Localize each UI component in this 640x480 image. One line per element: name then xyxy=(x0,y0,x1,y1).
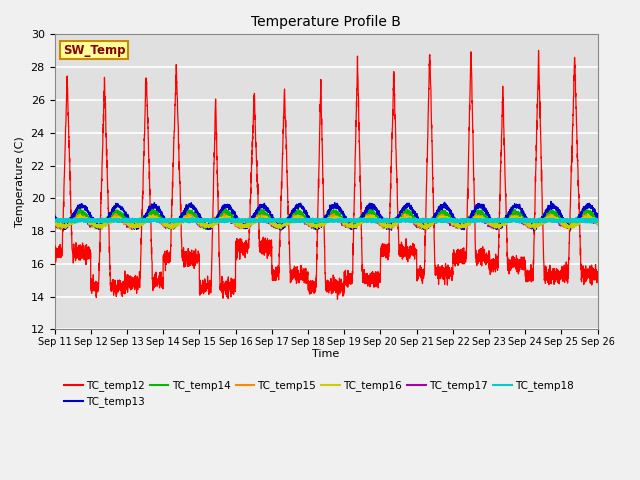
TC_temp15 xyxy=(593,221,601,227)
Line: TC_temp18: TC_temp18 xyxy=(54,218,598,223)
TC_temp12 xyxy=(448,271,456,276)
TC_temp15 xyxy=(148,213,156,219)
TC_temp18 xyxy=(479,219,486,225)
TC_temp15 xyxy=(448,218,456,224)
TC_temp12 xyxy=(51,252,58,258)
TC_temp18 xyxy=(593,219,601,225)
TC_temp17 xyxy=(306,222,314,228)
X-axis label: Time: Time xyxy=(312,348,340,359)
TC_temp14 xyxy=(51,216,58,222)
TC_temp16 xyxy=(479,214,486,220)
TC_temp17 xyxy=(51,219,58,225)
TC_temp12 xyxy=(306,279,314,285)
TC_temp12 xyxy=(418,271,426,277)
TC_temp16 xyxy=(51,220,58,226)
TC_temp18 xyxy=(418,218,426,224)
TC_temp17 xyxy=(438,210,445,216)
TC_temp18 xyxy=(572,216,580,221)
Line: TC_temp17: TC_temp17 xyxy=(54,213,598,229)
TC_temp18 xyxy=(433,220,440,226)
TC_temp14 xyxy=(418,222,426,228)
Text: SW_Temp: SW_Temp xyxy=(63,44,125,57)
TC_temp15 xyxy=(51,220,58,226)
TC_temp15 xyxy=(57,227,65,233)
TC_temp15 xyxy=(306,221,314,227)
TC_temp15 xyxy=(418,227,426,232)
TC_temp16 xyxy=(584,211,591,216)
TC_temp15 xyxy=(183,208,191,214)
TC_temp15 xyxy=(594,219,602,225)
TC_temp13 xyxy=(479,203,486,208)
TC_temp17 xyxy=(148,212,156,217)
Line: TC_temp16: TC_temp16 xyxy=(54,214,598,230)
TC_temp12 xyxy=(594,270,602,276)
TC_temp14 xyxy=(202,227,209,232)
TC_temp18 xyxy=(448,217,456,223)
TC_temp14 xyxy=(448,216,456,222)
TC_temp13 xyxy=(593,212,601,218)
TC_temp18 xyxy=(148,217,156,223)
TC_temp13 xyxy=(148,202,156,207)
TC_temp12 xyxy=(535,48,543,53)
Title: Temperature Profile B: Temperature Profile B xyxy=(251,15,401,29)
TC_temp16 xyxy=(148,215,156,220)
TC_temp14 xyxy=(594,220,602,226)
TC_temp13 xyxy=(594,215,602,221)
Line: TC_temp15: TC_temp15 xyxy=(54,211,598,230)
Y-axis label: Temperature (C): Temperature (C) xyxy=(15,136,25,228)
TC_temp14 xyxy=(436,205,444,211)
TC_temp13 xyxy=(547,199,555,204)
TC_temp18 xyxy=(594,217,602,223)
TC_temp13 xyxy=(306,216,314,222)
TC_temp12 xyxy=(333,296,341,302)
Line: TC_temp13: TC_temp13 xyxy=(54,202,598,231)
Legend: TC_temp12, TC_temp13, TC_temp14, TC_temp15, TC_temp16, TC_temp17, TC_temp18: TC_temp12, TC_temp13, TC_temp14, TC_temp… xyxy=(60,376,578,411)
TC_temp16 xyxy=(418,223,426,229)
TC_temp17 xyxy=(128,227,136,232)
TC_temp14 xyxy=(148,207,156,213)
TC_temp17 xyxy=(594,222,602,228)
TC_temp17 xyxy=(418,221,426,227)
TC_temp15 xyxy=(479,213,486,218)
Line: TC_temp12: TC_temp12 xyxy=(54,50,598,299)
TC_temp16 xyxy=(448,219,456,225)
TC_temp17 xyxy=(479,214,486,220)
TC_temp17 xyxy=(593,220,601,226)
TC_temp16 xyxy=(423,227,431,233)
TC_temp16 xyxy=(593,219,601,225)
TC_temp18 xyxy=(306,217,314,223)
TC_temp12 xyxy=(479,256,486,262)
TC_temp13 xyxy=(531,228,538,234)
TC_temp18 xyxy=(51,218,58,224)
TC_temp16 xyxy=(306,220,314,226)
TC_temp13 xyxy=(448,213,456,219)
TC_temp14 xyxy=(306,219,314,225)
TC_temp14 xyxy=(593,219,601,225)
TC_temp16 xyxy=(594,219,602,225)
Line: TC_temp14: TC_temp14 xyxy=(54,208,598,229)
TC_temp13 xyxy=(418,221,426,227)
TC_temp17 xyxy=(448,221,456,227)
TC_temp12 xyxy=(148,259,156,265)
TC_temp14 xyxy=(479,210,486,216)
TC_temp12 xyxy=(593,270,601,276)
TC_temp13 xyxy=(51,212,58,217)
